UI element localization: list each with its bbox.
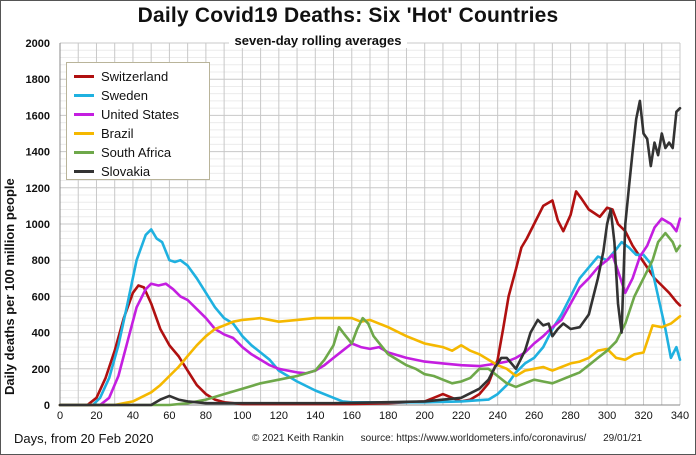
y-tick-label: 1800 [26, 74, 50, 86]
series-line-south-africa [58, 231, 682, 407]
x-tick-labels: 0 20 40 60 80 100 120 140 160 180 200 220 240 260 280 3… [57, 410, 689, 422]
series-lines [58, 99, 682, 407]
series-line-slovakia [58, 99, 682, 407]
y-axis-label: Daily deaths per 100 million people [2, 178, 17, 395]
legend-swatch [74, 170, 94, 173]
legend-label: Slovakia [101, 164, 151, 179]
y-tick-labels: 0 200 400 600 800 1000 1200 1400 1600 1800 2000 [26, 38, 50, 412]
footer-credits: © 2021 Keith Rankin source: https://www.… [252, 433, 656, 444]
legend-item-united-states: United States [67, 105, 209, 124]
legend-item-sweden: Sweden [67, 86, 209, 105]
x-tick-label: 320 [634, 410, 652, 422]
x-tick-label: 40 [127, 410, 139, 422]
x-axis-label: Days, from 20 Feb 2020 [14, 431, 154, 446]
x-tick-label: 300 [598, 410, 616, 422]
chart-title: Daily Covid19 Deaths: Six 'Hot' Countrie… [137, 4, 559, 27]
x-tick-label: 340 [671, 410, 689, 422]
legend-item-switzerland: Switzerland [67, 67, 209, 86]
legend-item-slovakia: Slovakia [67, 162, 209, 181]
x-tick-label: 220 [452, 410, 470, 422]
legend-swatch [74, 75, 94, 78]
x-tick-label: 100 [233, 410, 251, 422]
legend-label: Switzerland [101, 69, 169, 84]
y-tick-label: 0 [44, 400, 50, 412]
legend-swatch [74, 151, 94, 154]
y-tick-label: 200 [32, 364, 50, 376]
legend-swatch [74, 132, 94, 135]
x-tick-label: 80 [200, 410, 212, 422]
x-tick-label: 0 [57, 410, 63, 422]
x-tick-label: 180 [379, 410, 397, 422]
y-tick-label: 2000 [26, 38, 50, 50]
grid [59, 42, 681, 406]
source-text: source: https://www.worldometers.info/co… [360, 433, 587, 444]
legend-label: South Africa [101, 145, 172, 160]
x-tick-label: 200 [416, 410, 434, 422]
legend-label: Brazil [101, 126, 134, 141]
y-tick-label: 1400 [26, 147, 50, 159]
chart-subtitle-wrap: seven-day rolling averages [0, 33, 636, 48]
series-line-united-states [58, 217, 682, 407]
y-tick-label: 400 [32, 328, 50, 340]
x-tick-label: 20 [90, 410, 102, 422]
series-line-brazil [58, 314, 682, 407]
y-tick-label: 800 [32, 255, 50, 267]
legend-item-south-africa: South Africa [67, 143, 209, 162]
legend-swatch [74, 113, 94, 116]
legend-swatch [74, 94, 94, 97]
date-text: 29/01/21 [603, 433, 643, 444]
x-tick-label: 280 [561, 410, 579, 422]
legend-item-brazil: Brazil [67, 124, 209, 143]
x-tick-label: 260 [525, 410, 543, 422]
y-tick-label: 1000 [26, 219, 50, 231]
chart-subtitle: seven-day rolling averages [228, 33, 408, 48]
x-tick-label: 140 [306, 410, 324, 422]
x-tick-label: 120 [270, 410, 288, 422]
x-tick-label: 160 [343, 410, 361, 422]
y-tick-label: 1200 [26, 183, 50, 195]
legend-label: United States [101, 107, 180, 122]
series-line-switzerland [58, 190, 682, 407]
y-tick-label: 600 [32, 291, 50, 303]
legend: Switzerland Sweden United States Brazil Sout… [66, 62, 210, 180]
copyright-text: © 2021 Keith Rankin [252, 433, 344, 444]
legend-label: Sweden [101, 88, 148, 103]
x-tick-label: 240 [488, 410, 506, 422]
x-tick-label: 60 [163, 410, 175, 422]
y-tick-label: 1600 [26, 110, 50, 122]
